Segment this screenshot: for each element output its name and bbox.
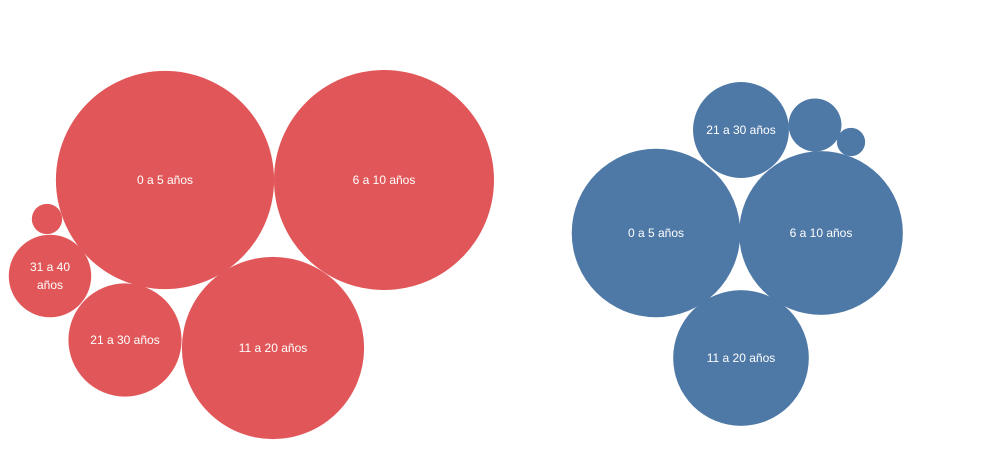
bubble: [274, 70, 494, 290]
bubble-label: 0 a 5 años: [627, 226, 685, 240]
bubble: [739, 151, 903, 315]
bubble: [788, 98, 842, 152]
bubble-label: 21 a 30 años: [90, 333, 160, 347]
bubble-label: 11 a 20 años: [238, 341, 308, 355]
bubble-label: 6 a 10 años: [352, 173, 416, 187]
bubble: [55, 70, 275, 290]
bubble-label: 11 a 20 años: [706, 351, 776, 365]
bubble: [571, 148, 741, 318]
bubble-label: 21 a 30 años: [706, 123, 776, 137]
bubble-label: 0 a 5 años: [136, 173, 194, 187]
bubble: [836, 127, 866, 157]
bubble-label: 31 a 40 años: [29, 260, 71, 292]
bubble: [8, 234, 92, 318]
bubble: [673, 290, 809, 426]
bubble: [68, 283, 182, 397]
bubble: [31, 203, 63, 235]
bubble: [181, 256, 365, 440]
bubble-label: 6 a 10 años: [789, 226, 853, 240]
bubble: [693, 82, 789, 178]
